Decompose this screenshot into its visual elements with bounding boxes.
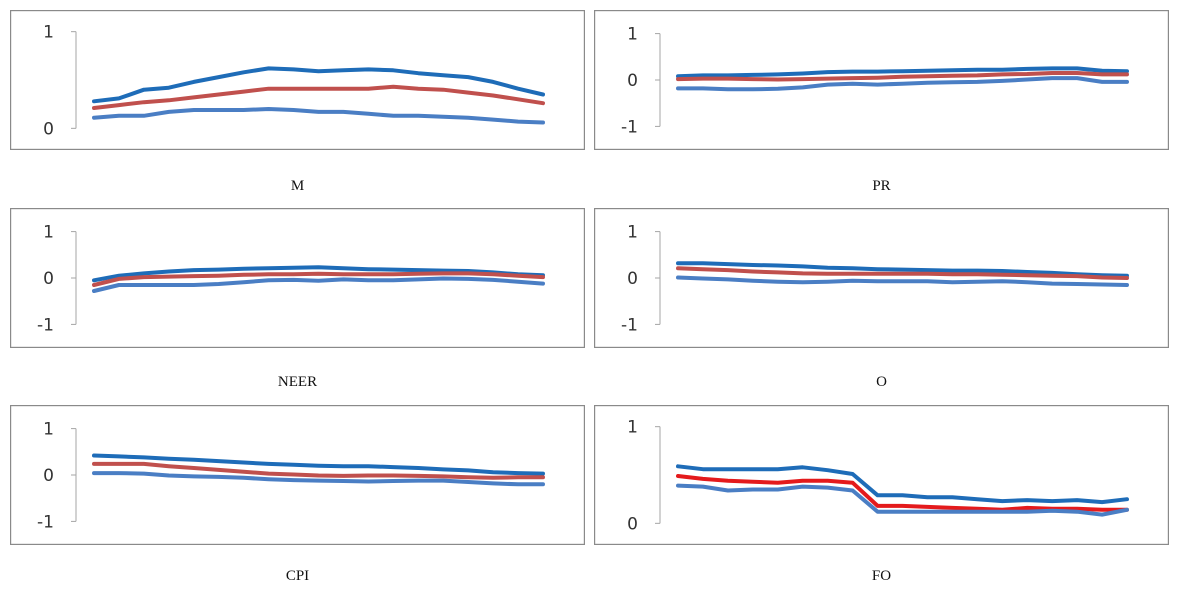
chart-m: 01 [10,10,585,150]
chart-caption-m: M [290,178,305,194]
chart-fo: 10 [594,405,1169,545]
chart-panel-neer: 1 0 -1 [10,208,585,348]
y-tick-label: 1 [627,25,638,45]
y-tick-label: 0 [43,119,54,139]
series-line-upper [676,66,1129,79]
chart-pr: 1 0 -1 [594,10,1169,150]
chart-caption-fo: FO [871,568,892,584]
chart-panel-cpi: 1 0 -1 [10,405,585,545]
series-line-upper [676,464,1129,505]
series-line-lower [92,107,545,125]
chart-caption-o: O [876,374,887,390]
series-line-lower [676,483,1129,517]
series-line-lower [92,276,545,293]
series-line-upper [92,66,545,104]
series-line-median [92,84,545,110]
chart-caption-neer: NEER [277,374,318,390]
series-line-median [676,474,1129,512]
chart-cpi: 1 0 -1 [10,405,585,545]
series-line-upper [676,261,1129,278]
chart-o: 1 0 -1 [594,208,1169,348]
y-tick-label: 1 [43,223,54,243]
y-tick-label: -1 [37,315,54,335]
y-tick-label: 1 [627,223,638,243]
y-tick-label: 1 [43,23,54,43]
y-tick-label: 1 [627,418,638,438]
series-line-lower [676,76,1129,92]
series-line-upper [92,265,545,283]
y-tick-label: 0 [627,71,638,91]
chart-caption-cpi: CPI [285,568,310,584]
y-tick-label: -1 [37,512,54,532]
y-tick-label: 1 [43,420,54,440]
chart-panel-pr: 1 0 -1 [594,10,1169,150]
chart-neer: 1 0 -1 [10,208,585,348]
series-line-median [92,271,545,287]
series-line-median [676,71,1129,82]
chart-frame [10,10,585,150]
chart-frame [594,405,1169,545]
chart-panel-o: 1 0 -1 [594,208,1169,348]
series-line-median [676,266,1129,280]
chart-caption-pr: PR [872,178,891,194]
y-tick-label: 0 [43,269,54,289]
y-tick-label: 0 [43,466,54,486]
y-tick-label: -1 [621,117,638,137]
series-line-lower [92,471,545,487]
series-line-lower [676,275,1129,287]
y-tick-label: 0 [627,269,638,289]
series-line-median [92,461,545,480]
y-tick-label: 0 [627,514,638,534]
series-line-upper [92,453,545,476]
y-tick-label: -1 [621,315,638,335]
